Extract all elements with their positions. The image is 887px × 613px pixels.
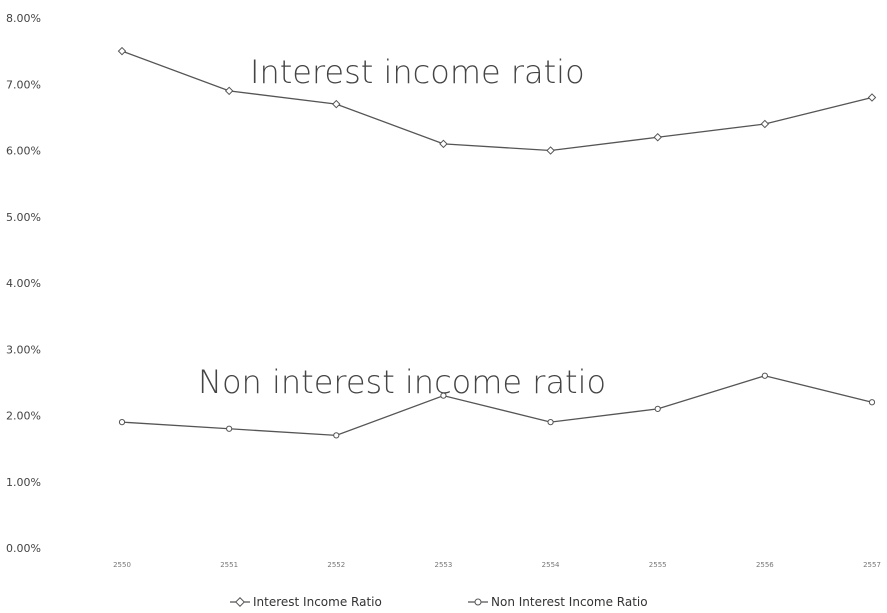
x-tick-label: 2553 [435, 561, 453, 569]
x-axis-ticks: 2550 2551 2552 2553 2554 2555 2556 2557 [113, 561, 881, 569]
annotation-interest-income: Interest income ratio [250, 53, 585, 91]
y-tick-label: 3.00% [6, 343, 41, 356]
y-tick-label: 8.00% [6, 12, 41, 25]
data-point [868, 399, 876, 406]
data-point [440, 392, 447, 399]
data-point [867, 93, 877, 102]
legend-item-non-interest: Non Interest Income Ratio [468, 595, 648, 609]
legend-marker-circle-icon [474, 598, 482, 606]
series-line [121, 50, 873, 152]
data-point [546, 146, 555, 155]
data-point [654, 405, 661, 412]
legend: Interest Income Ratio Non Interest Incom… [230, 595, 648, 609]
y-tick-label: 1.00% [6, 476, 41, 489]
data-point [332, 99, 341, 109]
y-tick-label: 4.00% [6, 277, 41, 290]
data-point [224, 86, 234, 96]
x-tick-label: 2557 [863, 561, 881, 569]
data-point [439, 139, 448, 149]
x-tick-label: 2556 [756, 561, 774, 569]
legend-item-interest: Interest Income Ratio [230, 595, 382, 609]
series-line [121, 375, 873, 437]
y-axis-ticks: 0.00% 1.00% 2.00% 3.00% 4.00% 5.00% 6.00% 7.00%… [6, 12, 41, 555]
series-layer [117, 46, 877, 439]
y-tick-label: 7.00% [6, 78, 41, 91]
y-tick-label: 2.00% [6, 410, 41, 423]
data-point [761, 372, 768, 379]
y-tick-label: 0.00% [6, 542, 41, 555]
x-tick-label: 2555 [649, 561, 667, 569]
legend-marker-diamond-icon [235, 597, 245, 607]
data-point [547, 419, 554, 426]
data-point [226, 425, 233, 432]
y-tick-label: 6.00% [6, 145, 41, 158]
annotation-non-interest-income: Non interest income ratio [198, 363, 606, 401]
x-tick-label: 2552 [327, 561, 345, 569]
x-tick-label: 2551 [220, 561, 238, 569]
data-point [760, 119, 770, 129]
data-point [117, 46, 127, 56]
y-tick-label: 5.00% [6, 211, 41, 224]
x-tick-label: 2550 [113, 561, 131, 569]
data-point [653, 133, 662, 142]
data-point [333, 432, 340, 439]
legend-label-interest: Interest Income Ratio [253, 595, 382, 609]
legend-label-non-interest: Non Interest Income Ratio [491, 595, 648, 609]
data-point [118, 419, 126, 426]
x-tick-label: 2554 [542, 561, 560, 569]
